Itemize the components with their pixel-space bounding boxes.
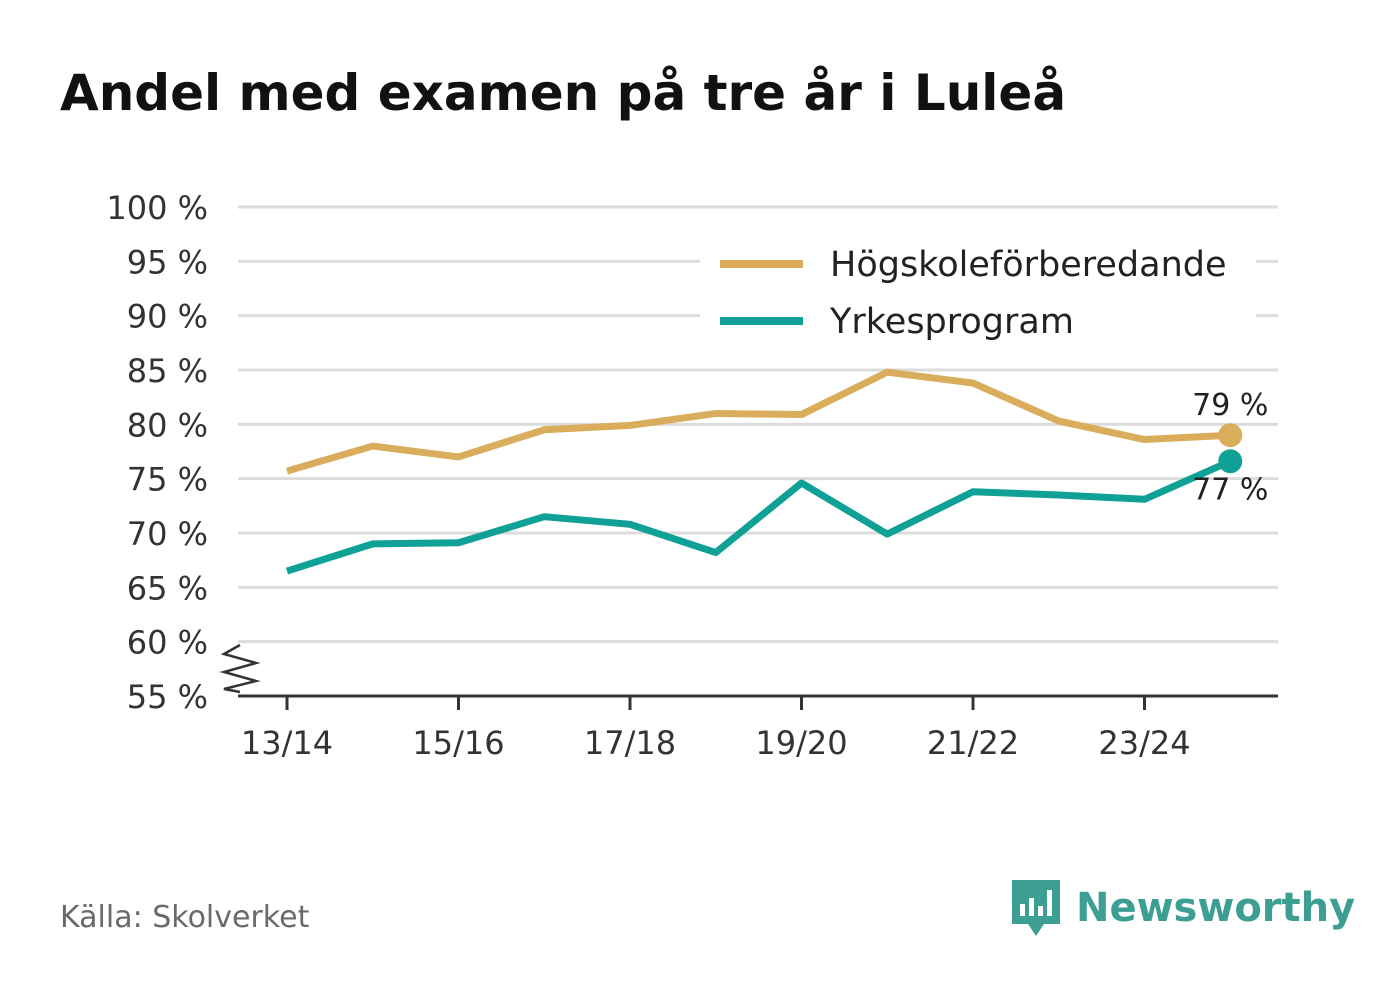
- x-tick-label: 15/16: [412, 724, 504, 762]
- y-tick-label: 60 %: [127, 624, 208, 662]
- legend: Högskoleförberedande Yrkesprogram: [700, 238, 1256, 348]
- legend-label: Högskoleförberedande: [830, 245, 1227, 285]
- y-tick-label: 80 %: [127, 406, 208, 444]
- axis-break-icon: [219, 643, 261, 694]
- legend-label: Yrkesprogram: [829, 302, 1074, 342]
- x-tick-label: 17/18: [584, 724, 676, 762]
- end-value-label: 77 %: [1192, 472, 1268, 507]
- x-tick-label: 13/14: [241, 724, 333, 762]
- newsworthy-logo-icon: [1012, 880, 1060, 936]
- legend-background: [700, 238, 1256, 348]
- brand-logo: Newsworthy: [1010, 878, 1355, 938]
- series-group: 79 % 77 %: [285, 368, 1268, 575]
- x-tick-label: 21/22: [927, 724, 1019, 762]
- brand-name: Newsworthy: [1076, 885, 1356, 931]
- y-tick-label: 70 %: [127, 515, 208, 553]
- chart-title: Andel med examen på tre år i Luleå: [60, 64, 1067, 122]
- y-tick-label: 95 %: [127, 243, 208, 281]
- y-tick-label: 100 %: [106, 189, 208, 227]
- y-tick-label: 75 %: [127, 461, 208, 499]
- y-tick-label: 85 %: [127, 352, 208, 390]
- y-tick-label: 90 %: [127, 298, 208, 336]
- y-tick-label: 65 %: [127, 569, 208, 607]
- x-tick-label: 19/20: [755, 724, 847, 762]
- x-axis-labels: 13/14 15/16 17/18 19/20 21/22 23/24: [241, 724, 1191, 762]
- y-tick-label: 55 %: [127, 678, 208, 716]
- series-line: [286, 368, 1231, 475]
- source-note: Källa: Skolverket: [60, 900, 310, 935]
- x-axis: [238, 694, 1278, 710]
- end-value-label: 79 %: [1192, 388, 1268, 423]
- series-line: [285, 458, 1232, 575]
- end-point-marker: [1218, 423, 1243, 448]
- end-point-marker: [1218, 449, 1243, 474]
- x-tick-label: 23/24: [1098, 724, 1190, 762]
- y-axis-labels: 100 % 95 % 90 % 85 % 80 % 75 % 70 % 65 % 60 % 55 …: [106, 189, 208, 716]
